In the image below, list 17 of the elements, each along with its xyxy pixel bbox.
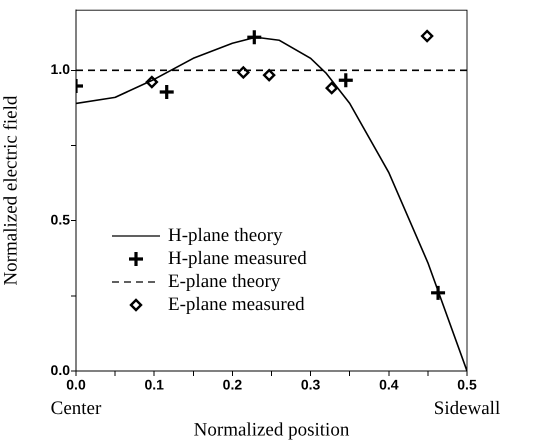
annotation: Center: [50, 398, 102, 419]
y-tick-label: 1.0: [50, 61, 70, 78]
x-tick-label: 0.2: [222, 376, 242, 392]
legend-label: H-plane measured: [168, 248, 308, 269]
y-axis-title: Normalized electric field: [0, 95, 22, 286]
x-tick-label: 0.4: [379, 376, 399, 392]
x-tick-label: 0.5: [457, 376, 477, 392]
x-tick-label: 0.0: [66, 376, 86, 392]
x-axis-title: Normalized position: [194, 420, 350, 441]
y-tick-label: 0.5: [50, 212, 70, 228]
annotation: Sidewall: [434, 398, 500, 419]
legend-label: H-plane theory: [168, 224, 283, 246]
x-tick-label: 0.1: [144, 376, 164, 392]
legend-label: E-plane measured: [168, 294, 306, 315]
x-tick-label: 0.3: [300, 376, 321, 392]
y-tick-label: 0.0: [50, 362, 70, 378]
legend-label: E-plane theory: [168, 270, 281, 292]
